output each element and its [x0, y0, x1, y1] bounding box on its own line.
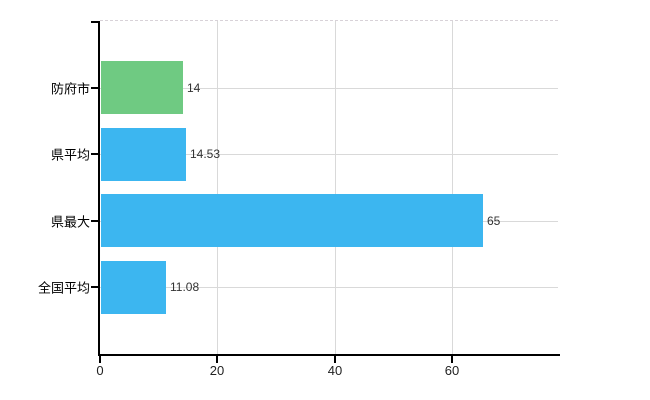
y-axis-tick — [91, 220, 98, 222]
y-gridline — [100, 287, 558, 288]
plot-top-border — [100, 20, 558, 21]
x-gridline — [335, 21, 336, 354]
value-label: 65 — [487, 214, 501, 228]
value-label: 14.53 — [190, 147, 221, 161]
x-tick-label: 40 — [327, 363, 343, 378]
y-gridline — [100, 154, 558, 155]
y-axis-tick — [91, 153, 98, 155]
x-gridline — [217, 21, 218, 354]
bar — [101, 261, 166, 314]
category-label: 県平均 — [50, 147, 90, 163]
x-gridline — [452, 21, 453, 354]
bar — [101, 128, 186, 181]
x-axis-tick — [451, 356, 453, 363]
x-axis-line — [98, 354, 560, 356]
x-tick-label: 0 — [96, 363, 104, 378]
bar — [101, 61, 183, 114]
y-axis-tick — [91, 87, 98, 89]
value-label: 14 — [187, 81, 201, 95]
value-label: 11.08 — [170, 280, 200, 294]
category-label: 全国平均 — [37, 280, 90, 296]
x-axis-tick — [334, 356, 336, 363]
y-axis-tick — [91, 286, 98, 288]
category-label: 県最大 — [50, 214, 90, 230]
y-axis-line — [98, 21, 100, 356]
bar — [101, 194, 483, 247]
category-label: 防府市 — [50, 81, 90, 97]
x-axis-tick — [99, 356, 101, 363]
y-gridline — [100, 88, 558, 89]
x-tick-label: 60 — [444, 363, 460, 378]
y-axis-end-tick — [91, 21, 98, 23]
x-tick-label: 20 — [209, 363, 225, 378]
x-axis-tick — [216, 356, 218, 363]
